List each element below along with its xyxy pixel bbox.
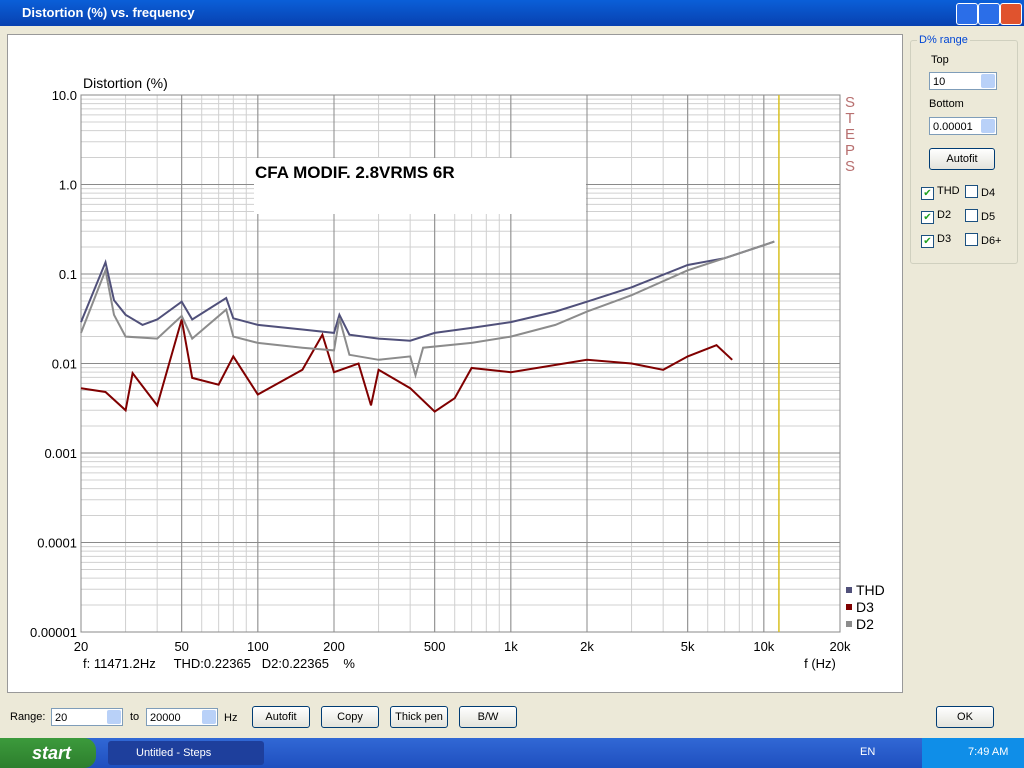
series-line bbox=[80, 319, 733, 413]
chart: 20 50 100 200 500 1k 2k 5k 10k 20k 10.0 1.0 0.1 0.01 0… bbox=[30, 75, 885, 671]
y-tick-label: 10.0 bbox=[52, 88, 77, 103]
x-tick-label: 1k bbox=[504, 639, 518, 654]
check-label: D3 bbox=[937, 233, 952, 245]
range-group: D% range Top 10 Bottom 0.00001 Autofit ✔… bbox=[910, 34, 1018, 264]
checkbox[interactable]: D4 bbox=[965, 185, 995, 199]
annotation: CFA MODIF. 2.8VRMS 6R bbox=[255, 163, 455, 182]
from-select[interactable]: 20 bbox=[51, 708, 123, 726]
maximize[interactable] bbox=[978, 3, 1000, 25]
legend-swatch bbox=[846, 621, 852, 627]
y-tick-label: 0.00001 bbox=[30, 625, 77, 640]
y-tick-label: 0.001 bbox=[44, 446, 77, 461]
x-tick-label: 100 bbox=[247, 639, 269, 654]
title-bar: Distortion (%) vs. frequency bbox=[0, 0, 1024, 26]
checkbox[interactable]: D6+ bbox=[965, 233, 1002, 247]
x-tick-label: 5k bbox=[681, 639, 695, 654]
task-button[interactable]: Untitled - Steps bbox=[108, 741, 264, 765]
button[interactable]: Thick pen bbox=[390, 706, 448, 728]
chart-panel: 20 50 100 200 500 1k 2k 5k 10k 20k 10.0 1.0 0.1 0.01 0… bbox=[7, 34, 903, 693]
legend-label: D2 bbox=[856, 616, 874, 632]
check-box[interactable]: ✔ bbox=[921, 235, 934, 248]
legend-swatch bbox=[846, 587, 852, 593]
check-label: D5 bbox=[981, 211, 996, 223]
ok-button[interactable]: OK bbox=[936, 706, 994, 728]
close[interactable] bbox=[1000, 3, 1022, 25]
series-line bbox=[80, 240, 775, 342]
group-title: D% range bbox=[917, 34, 970, 46]
top-select[interactable]: 10 bbox=[929, 72, 997, 90]
legend-swatch bbox=[846, 604, 852, 610]
label: Top bbox=[931, 54, 949, 66]
taskbar: start Untitled - Steps EN 7:49 AM bbox=[0, 738, 1024, 768]
bottom-select[interactable]: 0.00001 bbox=[929, 117, 997, 135]
check-box[interactable] bbox=[965, 209, 978, 222]
button[interactable]: Autofit bbox=[252, 706, 310, 728]
x-tick-label: 50 bbox=[174, 639, 188, 654]
x-tick-label: 500 bbox=[424, 639, 446, 654]
label: Hz bbox=[224, 712, 238, 724]
check-label: D6+ bbox=[981, 235, 1002, 247]
y-tick-label: 0.1 bbox=[59, 267, 77, 282]
legend-label: THD bbox=[856, 582, 885, 598]
checkbox[interactable]: ✔ D2 bbox=[921, 209, 951, 224]
check-label: D4 bbox=[981, 187, 996, 199]
clock: 7:49 AM bbox=[968, 746, 1009, 758]
label: Bottom bbox=[929, 98, 964, 110]
checkbox[interactable]: D5 bbox=[965, 209, 995, 223]
check-label: D2 bbox=[937, 209, 952, 221]
legend-label: D3 bbox=[856, 599, 874, 615]
series-line bbox=[80, 240, 775, 379]
x-axis-title: f (Hz) bbox=[804, 656, 836, 671]
language: EN bbox=[860, 746, 876, 758]
x-tick-label: 10k bbox=[753, 639, 774, 654]
x-tick-label: 20 bbox=[74, 639, 88, 654]
status: f: 11471.2Hz THD:0.22365 D2:0.22365 % bbox=[83, 656, 355, 671]
button[interactable]: B/W bbox=[459, 706, 517, 728]
x-tick-label: 20k bbox=[830, 639, 851, 654]
x-tick-label: 200 bbox=[323, 639, 345, 654]
annotation-box bbox=[254, 158, 586, 214]
check-label: THD bbox=[937, 185, 960, 197]
tray: 7:49 AM bbox=[922, 738, 1024, 768]
window-title: Distortion (%) vs. frequency bbox=[22, 5, 195, 20]
check-box[interactable]: ✔ bbox=[921, 187, 934, 200]
check-box[interactable] bbox=[965, 233, 978, 246]
to-select[interactable]: 20000 bbox=[146, 708, 218, 726]
check-box[interactable]: ✔ bbox=[921, 211, 934, 224]
checkbox[interactable]: ✔ THD bbox=[921, 185, 960, 200]
y-tick-label: 0.0001 bbox=[37, 536, 77, 551]
label: Range: bbox=[10, 711, 46, 723]
y-axis-title: Distortion (%) bbox=[83, 75, 168, 91]
y-tick-label: 1.0 bbox=[59, 178, 77, 193]
start-button[interactable]: start bbox=[0, 738, 96, 768]
label: to bbox=[130, 711, 140, 723]
y-tick-label: 0.01 bbox=[52, 357, 77, 372]
check-box[interactable] bbox=[965, 185, 978, 198]
autofit-button[interactable]: Autofit bbox=[929, 148, 995, 170]
x-tick-label: 2k bbox=[580, 639, 594, 654]
button[interactable]: Copy bbox=[321, 706, 379, 728]
minimize[interactable] bbox=[956, 3, 978, 25]
checkbox[interactable]: ✔ D3 bbox=[921, 233, 951, 248]
